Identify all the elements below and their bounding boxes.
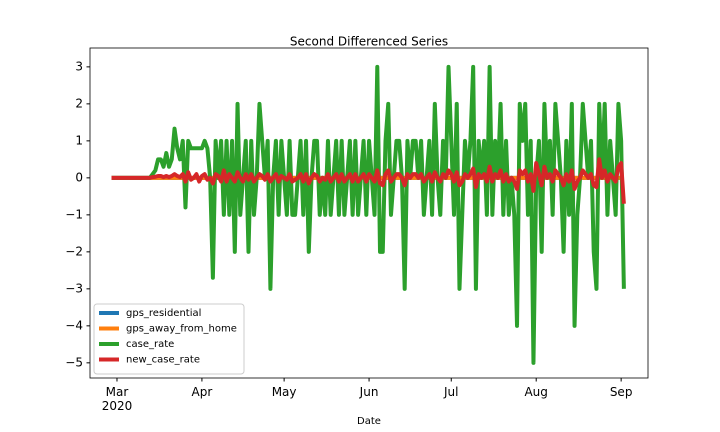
- x-tick-label: Mar 2020: [102, 385, 133, 413]
- legend-label: gps_away_from_home: [126, 324, 237, 335]
- x-tick-label: Sep: [610, 385, 633, 399]
- series-line: [111, 157, 626, 204]
- legend-label: case_rate: [126, 339, 174, 350]
- x-tick-label: Jun: [359, 385, 379, 399]
- y-tick-label: 0: [75, 170, 83, 184]
- y-tick-label: −3: [65, 281, 83, 295]
- legend-label: gps_residential: [126, 308, 201, 319]
- x-tick-label: Jul: [443, 385, 458, 399]
- y-tick-label: −2: [65, 244, 83, 258]
- axes-border: [89, 47, 649, 379]
- y-tick-label: 1: [75, 133, 83, 147]
- x-tick-label: May: [272, 385, 297, 399]
- axes-frame: [89, 47, 649, 379]
- y-tick-label: −4: [65, 318, 83, 332]
- x-tick-label: Aug: [524, 385, 547, 399]
- legend-label: new_case_rate: [126, 355, 200, 366]
- y-tick-label: −5: [65, 355, 83, 369]
- y-tick-label: 2: [75, 96, 83, 110]
- x-axis-label: Date: [357, 416, 381, 427]
- legend-box: [93, 303, 245, 375]
- x-tick-label: Apr: [192, 385, 213, 399]
- chart-title: Second Differenced Series: [290, 35, 448, 49]
- y-tick-label: −1: [65, 207, 83, 221]
- y-tick-label: 3: [75, 59, 83, 73]
